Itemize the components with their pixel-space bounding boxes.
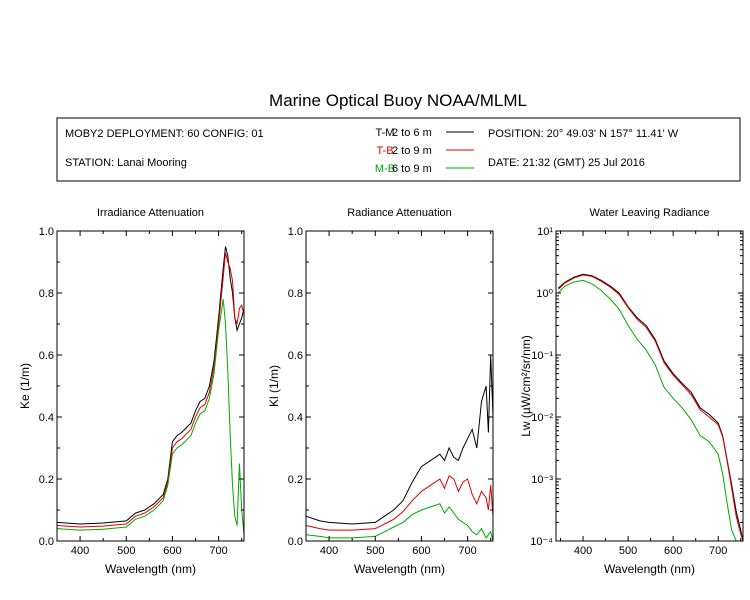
series-line-2 [557,274,743,541]
x-tick-label: 700 [458,545,476,557]
legend-code-tb: T-B [376,145,393,157]
y-axis-label: Ke (1/m) [18,363,32,409]
x-tick-label: 600 [163,545,181,557]
x-tick-label: 400 [71,545,89,557]
plot-frame [56,230,245,542]
y-axis-label: Lw (µW/cm²/sr/nm) [519,335,533,437]
info-box [56,117,741,182]
chart-panels: 400 500 600 700 0.0 0.2 0.4 0.6 0.8 1.0 Irradiance… [18,207,744,576]
series-line-3 [557,279,741,541]
y-tick-label: 10⁻² [531,412,553,424]
series-line-1 [57,246,244,525]
legend-code-mb: M-B [375,163,395,175]
x-tick-label: 600 [412,545,430,557]
x-tick-label: 700 [709,545,727,557]
x-axis-label: Wavelength (nm) [105,562,196,576]
x-tick-label: 700 [209,545,227,557]
series-line-2 [57,252,244,528]
y-tick-label: 0.8 [39,288,54,300]
y-tick-label: 0.2 [288,474,303,486]
y-tick-label: 0.6 [288,350,303,362]
deployment-text: MOBY2 DEPLOYMENT: 60 CONFIG: 01 [65,128,264,140]
y-tick-label: 10⁰ [536,288,553,300]
legend: T-M 2 to 6 m T-B 2 to 9 m M-B 6 to 9 m [375,127,474,175]
plot-frame [305,230,494,542]
x-axis-label: Wavelength (nm) [354,562,445,576]
plot-frame [555,230,744,542]
y-tick-label: 10⁻¹ [531,350,553,362]
x-tick-label: 500 [117,545,135,557]
y-tick-label: 10¹ [537,226,553,238]
x-tick-label: 400 [320,545,338,557]
x-tick-label: 500 [619,545,637,557]
y-tick-label: 10⁻³ [531,474,553,486]
x-tick-label: 400 [574,545,592,557]
legend-code-tm: T-M [376,127,395,139]
series-line-1 [557,273,743,541]
y-tick-label: 10⁻⁴ [530,536,553,548]
panel-irradiance: 400 500 600 700 0.0 0.2 0.4 0.6 0.8 1.0 Irradiance… [18,207,245,576]
y-tick-label: 0.0 [288,536,303,548]
panel-title: Radiance Attenuation [347,207,452,219]
series-line-3 [57,299,244,535]
y-tick-label: 0.0 [39,536,54,548]
x-tick-label: 600 [664,545,682,557]
figure-title: Marine Optical Buoy NOAA/MLML [269,91,527,110]
date-text: DATE: 21:32 (GMT) 25 Jul 2016 [488,157,645,169]
series-group [306,354,493,541]
y-tick-label: 0.8 [288,288,303,300]
series-line-2 [306,475,493,531]
y-axis-label: Kl (1/m) [267,365,281,407]
panel-radiance: 400 500 600 700 0.0 0.2 0.4 0.6 0.8 1.0 Radiance A… [267,207,494,576]
y-tick-label: 0.4 [39,412,54,424]
legend-range-tm: 2 to 6 m [392,127,432,139]
x-tick-label: 500 [366,545,384,557]
y-tick-label: 0.2 [39,474,54,486]
legend-range-tb: 2 to 9 m [392,145,432,157]
station-text: STATION: Lanai Mooring [65,157,187,169]
y-tick-label: 1.0 [288,226,303,238]
panel-title: Irradiance Attenuation [97,207,204,219]
x-axis-label: Wavelength (nm) [604,562,695,576]
y-tick-label: 0.6 [39,350,54,362]
panel-title: Water Leaving Radiance [589,207,709,219]
y-tick-label: 1.0 [39,226,54,238]
series-line-1 [306,354,493,525]
series-group [557,273,743,541]
y-tick-label: 0.4 [288,412,303,424]
legend-range-mb: 6 to 9 m [392,163,432,175]
position-text: POSITION: 20° 49.03' N 157° 11.41' W [488,128,679,140]
series-group [57,246,244,535]
panel-water-leaving: 400 500 600 700 10⁻⁴ 10⁻³ 10⁻² 10⁻¹ 10⁰ 10¹ Water … [519,207,744,576]
